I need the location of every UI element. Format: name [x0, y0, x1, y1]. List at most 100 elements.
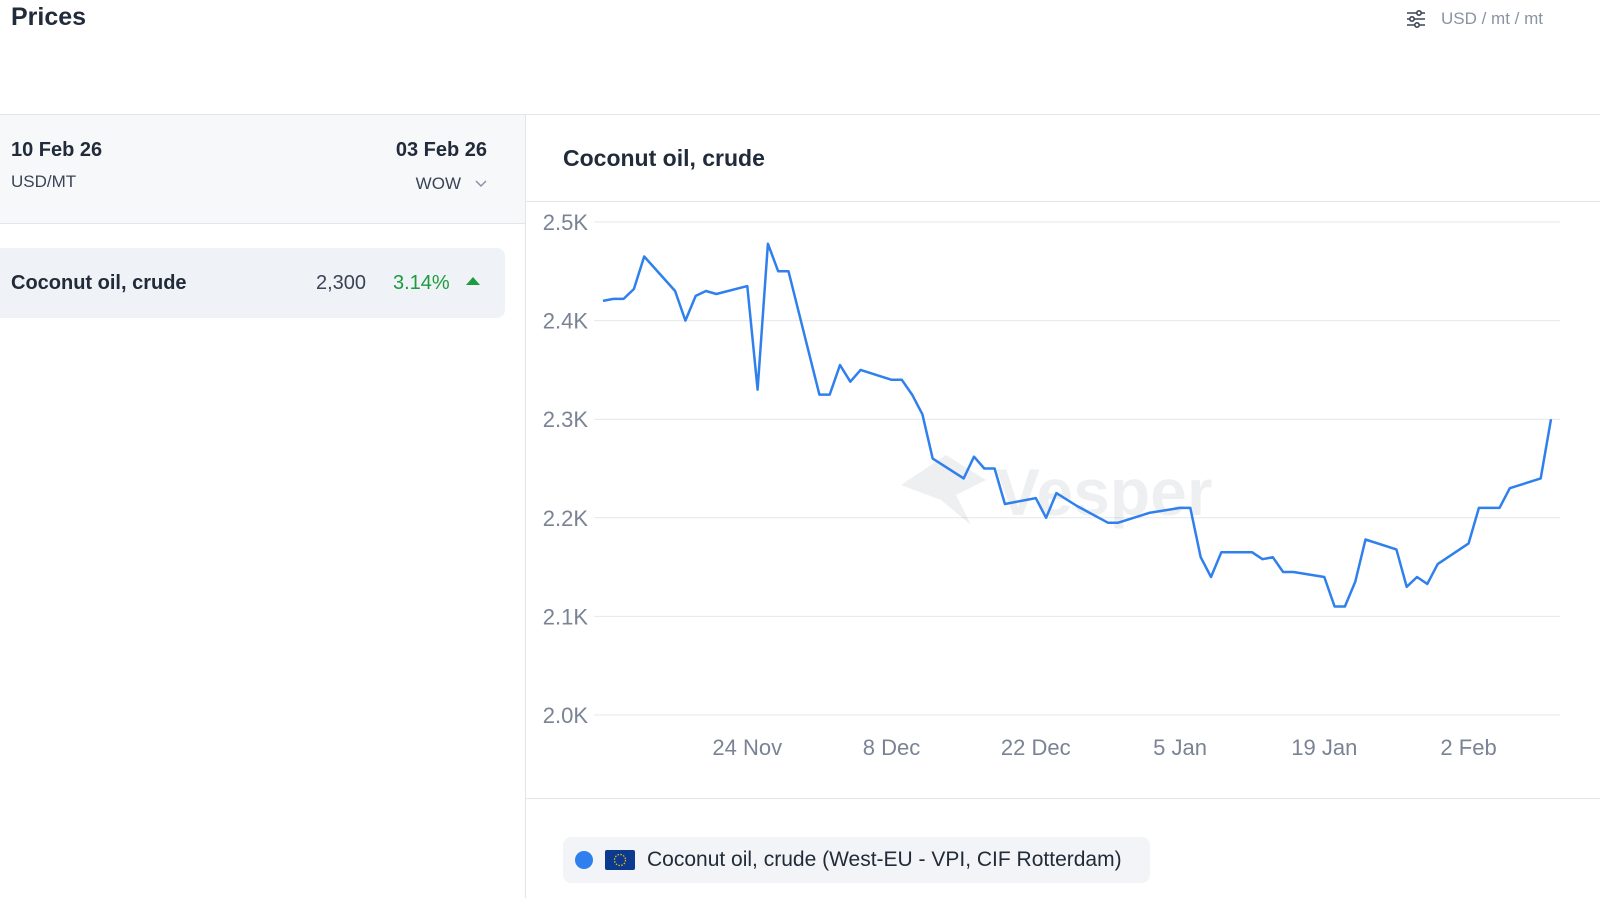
- data-point: [857, 366, 865, 374]
- watermark-text: Vesper: [996, 455, 1213, 529]
- data-point: [1186, 504, 1194, 512]
- data-point: [1042, 514, 1050, 522]
- data-point: [1506, 484, 1514, 492]
- y-tick-label: 2.1K: [543, 604, 589, 629]
- current-date: 10 Feb 26: [11, 139, 103, 161]
- data-point: [1073, 502, 1081, 510]
- x-axis: 24 Nov 8 Dec 22 Dec 5 Jan 19 Jan 2 Feb: [712, 735, 1496, 760]
- unit-selector-label[interactable]: USD / mt / mt: [1441, 9, 1543, 28]
- data-point: [609, 295, 617, 303]
- commodity-name[interactable]: Coconut oil, crude: [11, 271, 187, 294]
- list-header: 10 Feb 26 USD/MT 03 Feb 26 WOW: [0, 115, 525, 224]
- data-point: [846, 378, 854, 386]
- page-title: Prices: [11, 3, 87, 31]
- data-point: [970, 453, 978, 461]
- data-point: [1320, 573, 1328, 581]
- data-point: [929, 455, 937, 463]
- data-point: [754, 386, 762, 394]
- data-point: [1331, 603, 1339, 611]
- data-point: [630, 285, 638, 293]
- data-point: [1485, 504, 1493, 512]
- series-dot-icon: [575, 851, 593, 869]
- data-point: [1176, 504, 1184, 512]
- data-point: [1001, 500, 1009, 508]
- data-point: [764, 240, 772, 248]
- legend-item[interactable]: Coconut oil, crude (West-EU - VPI, CIF R…: [563, 837, 1150, 883]
- data-point: [898, 376, 906, 384]
- data-point: [1217, 548, 1225, 556]
- chevron-down-icon[interactable]: [475, 180, 487, 188]
- compare-date: 03 Feb 26: [395, 139, 487, 161]
- series-line: [602, 242, 1553, 608]
- chart-panel: Coconut oil, crude Vesper 2.0K 2.1K 2.2K 2.…: [526, 115, 1600, 898]
- chart-title-divider: [526, 201, 1600, 202]
- data-point: [1465, 539, 1473, 547]
- x-tick-label: 5 Jan: [1153, 735, 1207, 760]
- y-tick-label: 2.2K: [543, 506, 589, 531]
- data-point: [671, 287, 679, 295]
- commodity-price: 2,300: [316, 271, 367, 294]
- data-point: [991, 465, 999, 473]
- compare-mode-dropdown[interactable]: WOW: [416, 174, 487, 194]
- data-point: [743, 282, 751, 290]
- watermark-logo-icon: [901, 455, 986, 525]
- data-point: [785, 267, 793, 275]
- data-point: [960, 474, 968, 482]
- list-item[interactable]: Coconut oil, crude 2,300 3.14%: [0, 248, 505, 318]
- watermark: Vesper: [901, 455, 1213, 529]
- legend-label: Coconut oil, crude (West-EU - VPI, CIF R…: [647, 848, 1122, 871]
- data-point: [712, 290, 720, 298]
- eu-flag-icon: [605, 850, 635, 870]
- data-point: [1496, 504, 1504, 512]
- y-tick-label: 2.3K: [543, 407, 589, 432]
- data-point: [620, 295, 628, 303]
- list-unit: USD/MT: [11, 172, 77, 191]
- data-point: [1289, 568, 1297, 576]
- data-point: [692, 292, 700, 300]
- data-point: [836, 361, 844, 369]
- x-tick-label: 19 Jan: [1291, 735, 1357, 760]
- data-point: [1341, 603, 1349, 611]
- x-tick-label: 24 Nov: [712, 735, 782, 760]
- chart-title: Coconut oil, crude: [563, 145, 765, 171]
- data-point: [1248, 548, 1256, 556]
- data-point: [702, 287, 710, 295]
- data-point: [1207, 573, 1215, 581]
- data-point: [1269, 553, 1277, 561]
- prices-list-panel: 10 Feb 26 USD/MT 03 Feb 26 WOW Coconut o…: [0, 115, 526, 898]
- unit-selector[interactable]: USD / mt / mt: [1405, 8, 1543, 30]
- data-point: [1423, 580, 1431, 588]
- data-point: [1197, 553, 1205, 561]
- data-point: [774, 267, 782, 275]
- data-point: [1537, 474, 1545, 482]
- arrow-up-icon: [466, 277, 480, 285]
- data-point: [1279, 568, 1287, 576]
- x-tick-label: 22 Dec: [1001, 735, 1071, 760]
- data-point: [1104, 519, 1112, 527]
- price-line-chart[interactable]: Vesper 2.0K 2.1K 2.2K 2.3K 2.4K 2.5K 24 Nov 8 …: [526, 115, 1600, 798]
- data-point: [1413, 573, 1421, 581]
- x-tick-label: 8 Dec: [863, 735, 920, 760]
- x-tick-label: 2 Feb: [1440, 735, 1496, 760]
- header-divider: [0, 114, 1600, 115]
- data-point: [1259, 555, 1267, 563]
- data-point: [908, 391, 916, 399]
- data-point: [1032, 494, 1040, 502]
- data-point: [980, 465, 988, 473]
- data-point: [1114, 519, 1122, 527]
- data-point: [681, 317, 689, 325]
- y-tick-label: 2.0K: [543, 703, 589, 728]
- y-tick-label: 2.4K: [543, 309, 589, 334]
- series-group: [602, 240, 1553, 611]
- data-point: [1351, 578, 1359, 586]
- sliders-icon[interactable]: [1405, 8, 1427, 30]
- data-point: [918, 410, 926, 418]
- legend-divider: [526, 798, 1600, 799]
- data-point: [640, 253, 648, 261]
- y-axis: 2.0K 2.1K 2.2K 2.3K 2.4K 2.5K: [543, 210, 589, 728]
- data-point: [815, 391, 823, 399]
- compare-mode-label[interactable]: WOW: [415, 174, 461, 193]
- data-point: [1362, 536, 1370, 544]
- y-tick-label: 2.5K: [543, 210, 589, 235]
- data-point: [826, 391, 834, 399]
